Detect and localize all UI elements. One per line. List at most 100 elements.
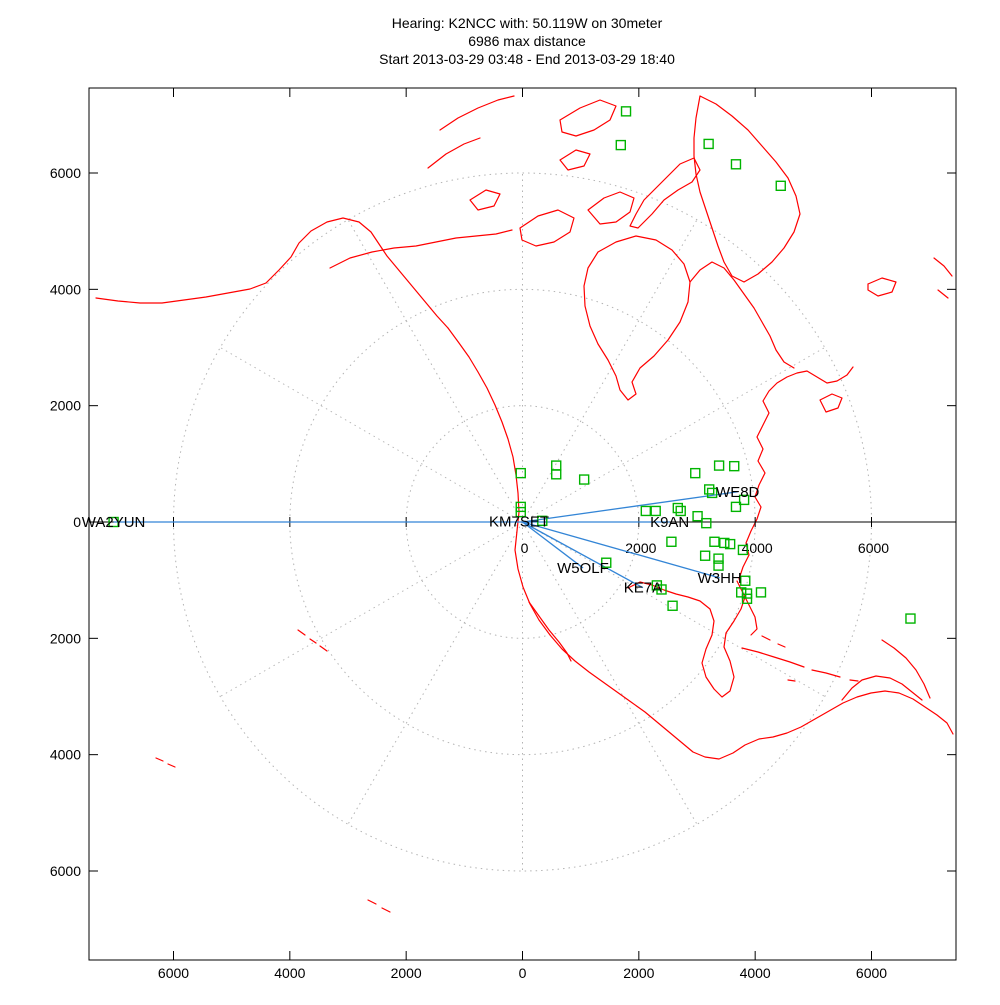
polar-grid-spoke [347,219,523,523]
station-spot [672,502,684,514]
station-spot [709,536,720,547]
coastline-path [167,763,176,768]
station-spot [515,501,526,513]
station-spot [515,506,526,518]
polar-grid-spoke [220,347,523,523]
station-spot [706,487,718,499]
coastline-path [329,229,513,269]
station-label-layer: WA2YUN KM7SET K9AN WE8D W5OLF KE7A W3HH [82,484,760,597]
coastline-path [427,137,481,169]
chart-title: Hearing: K2NCC with: 50.119W on 30meter [392,15,663,31]
coastline-path [738,366,854,580]
station-spot [666,536,677,547]
signal-path-line [522,521,584,569]
coastline-path [469,189,501,211]
station-spot [741,588,753,599]
station-spot [775,180,786,192]
station-spot [741,593,753,604]
station-spot [738,494,750,506]
station-spot [615,139,627,151]
coastline-path [933,257,953,277]
chart-subtitle-time-range: Start 2013-03-29 03:48 - End 2013-03-29 … [379,51,675,67]
station-spot [729,460,740,472]
station-spot [699,550,711,561]
coastline-path [559,99,617,137]
station-spot [905,613,916,624]
station-spot [736,587,747,598]
coastline-path [629,157,701,229]
coastline-path [937,289,949,299]
coastline-path [439,95,515,131]
coastline-path [787,679,796,682]
coastline-path [559,149,591,171]
coastline-path [367,899,377,905]
polar-grid-spoke [347,521,523,825]
station-spot [108,516,119,528]
y-axis-tick-label: 0 [73,514,81,530]
y-axis-tick-label: 4000 [50,747,81,763]
coastline-path [627,581,746,698]
coastline-path [819,393,843,413]
polar-grid-spoke [522,347,825,523]
station-spot [551,469,562,480]
x-axis-tick-label: 6000 [856,965,887,981]
station-spot [640,505,652,517]
station-label: WE8D [716,484,760,501]
station-spot-layer [108,106,916,624]
coastline-path [693,95,801,283]
y-axis-tick-label: 2000 [50,630,81,646]
y-axis-tick-label: 6000 [50,165,81,181]
x-axis-tick-label: 0 [519,965,527,981]
chart-subtitle-max-distance: 6986 max distance [468,33,586,49]
station-spot [515,467,526,479]
coastline-path [587,191,635,225]
polar-grid-spoke [522,521,825,697]
station-spot [740,575,751,586]
station-spot [737,544,749,556]
x-axis-tick-label: 2000 [623,965,654,981]
station-spot [755,587,767,598]
y-axis-tick-label: 6000 [50,863,81,879]
center-label-cluster: KM7SET [489,513,549,530]
coastline-path [811,669,841,678]
coastline-path [689,261,795,369]
signal-path-line [522,521,720,579]
station-label: W5OLF [557,560,609,577]
zero-axis-tick-label: 2000 [625,540,656,556]
signal-path-line [522,521,644,589]
station-spot [675,505,686,517]
coastline-path [309,638,317,644]
x-axis-tick-label: 2000 [391,965,422,981]
station-label: KE7A [624,580,662,597]
coastline-path [297,629,306,636]
station-spot [703,138,714,150]
station-spot [620,106,632,117]
station-spot [578,474,590,485]
coastline-path [155,757,164,762]
coastline-path [777,643,786,648]
station-spot [719,537,730,549]
station-spot [724,538,736,550]
station-spot [701,517,712,529]
signal-path-line [522,491,738,523]
zero-axis-tick-label: 0 [521,540,529,556]
x-axis-tick-label: 6000 [158,965,189,981]
coastline-path [881,639,931,699]
station-label: K9AN [650,514,689,531]
coastline-path [319,645,328,652]
polar-grid-spoke [522,219,698,523]
station-label: W3HH [698,570,742,587]
station-label: WA2YUN [82,514,146,531]
coastline-path [867,277,897,297]
station-spot [704,484,715,495]
station-spot [601,557,612,568]
station-spot [537,515,548,527]
station-spot [650,505,661,517]
y-axis-tick-label: 2000 [50,398,81,414]
x-axis-tick-label: 4000 [740,965,771,981]
station-spot [656,584,667,595]
coastline-path [447,327,954,760]
station-spot [730,501,742,513]
